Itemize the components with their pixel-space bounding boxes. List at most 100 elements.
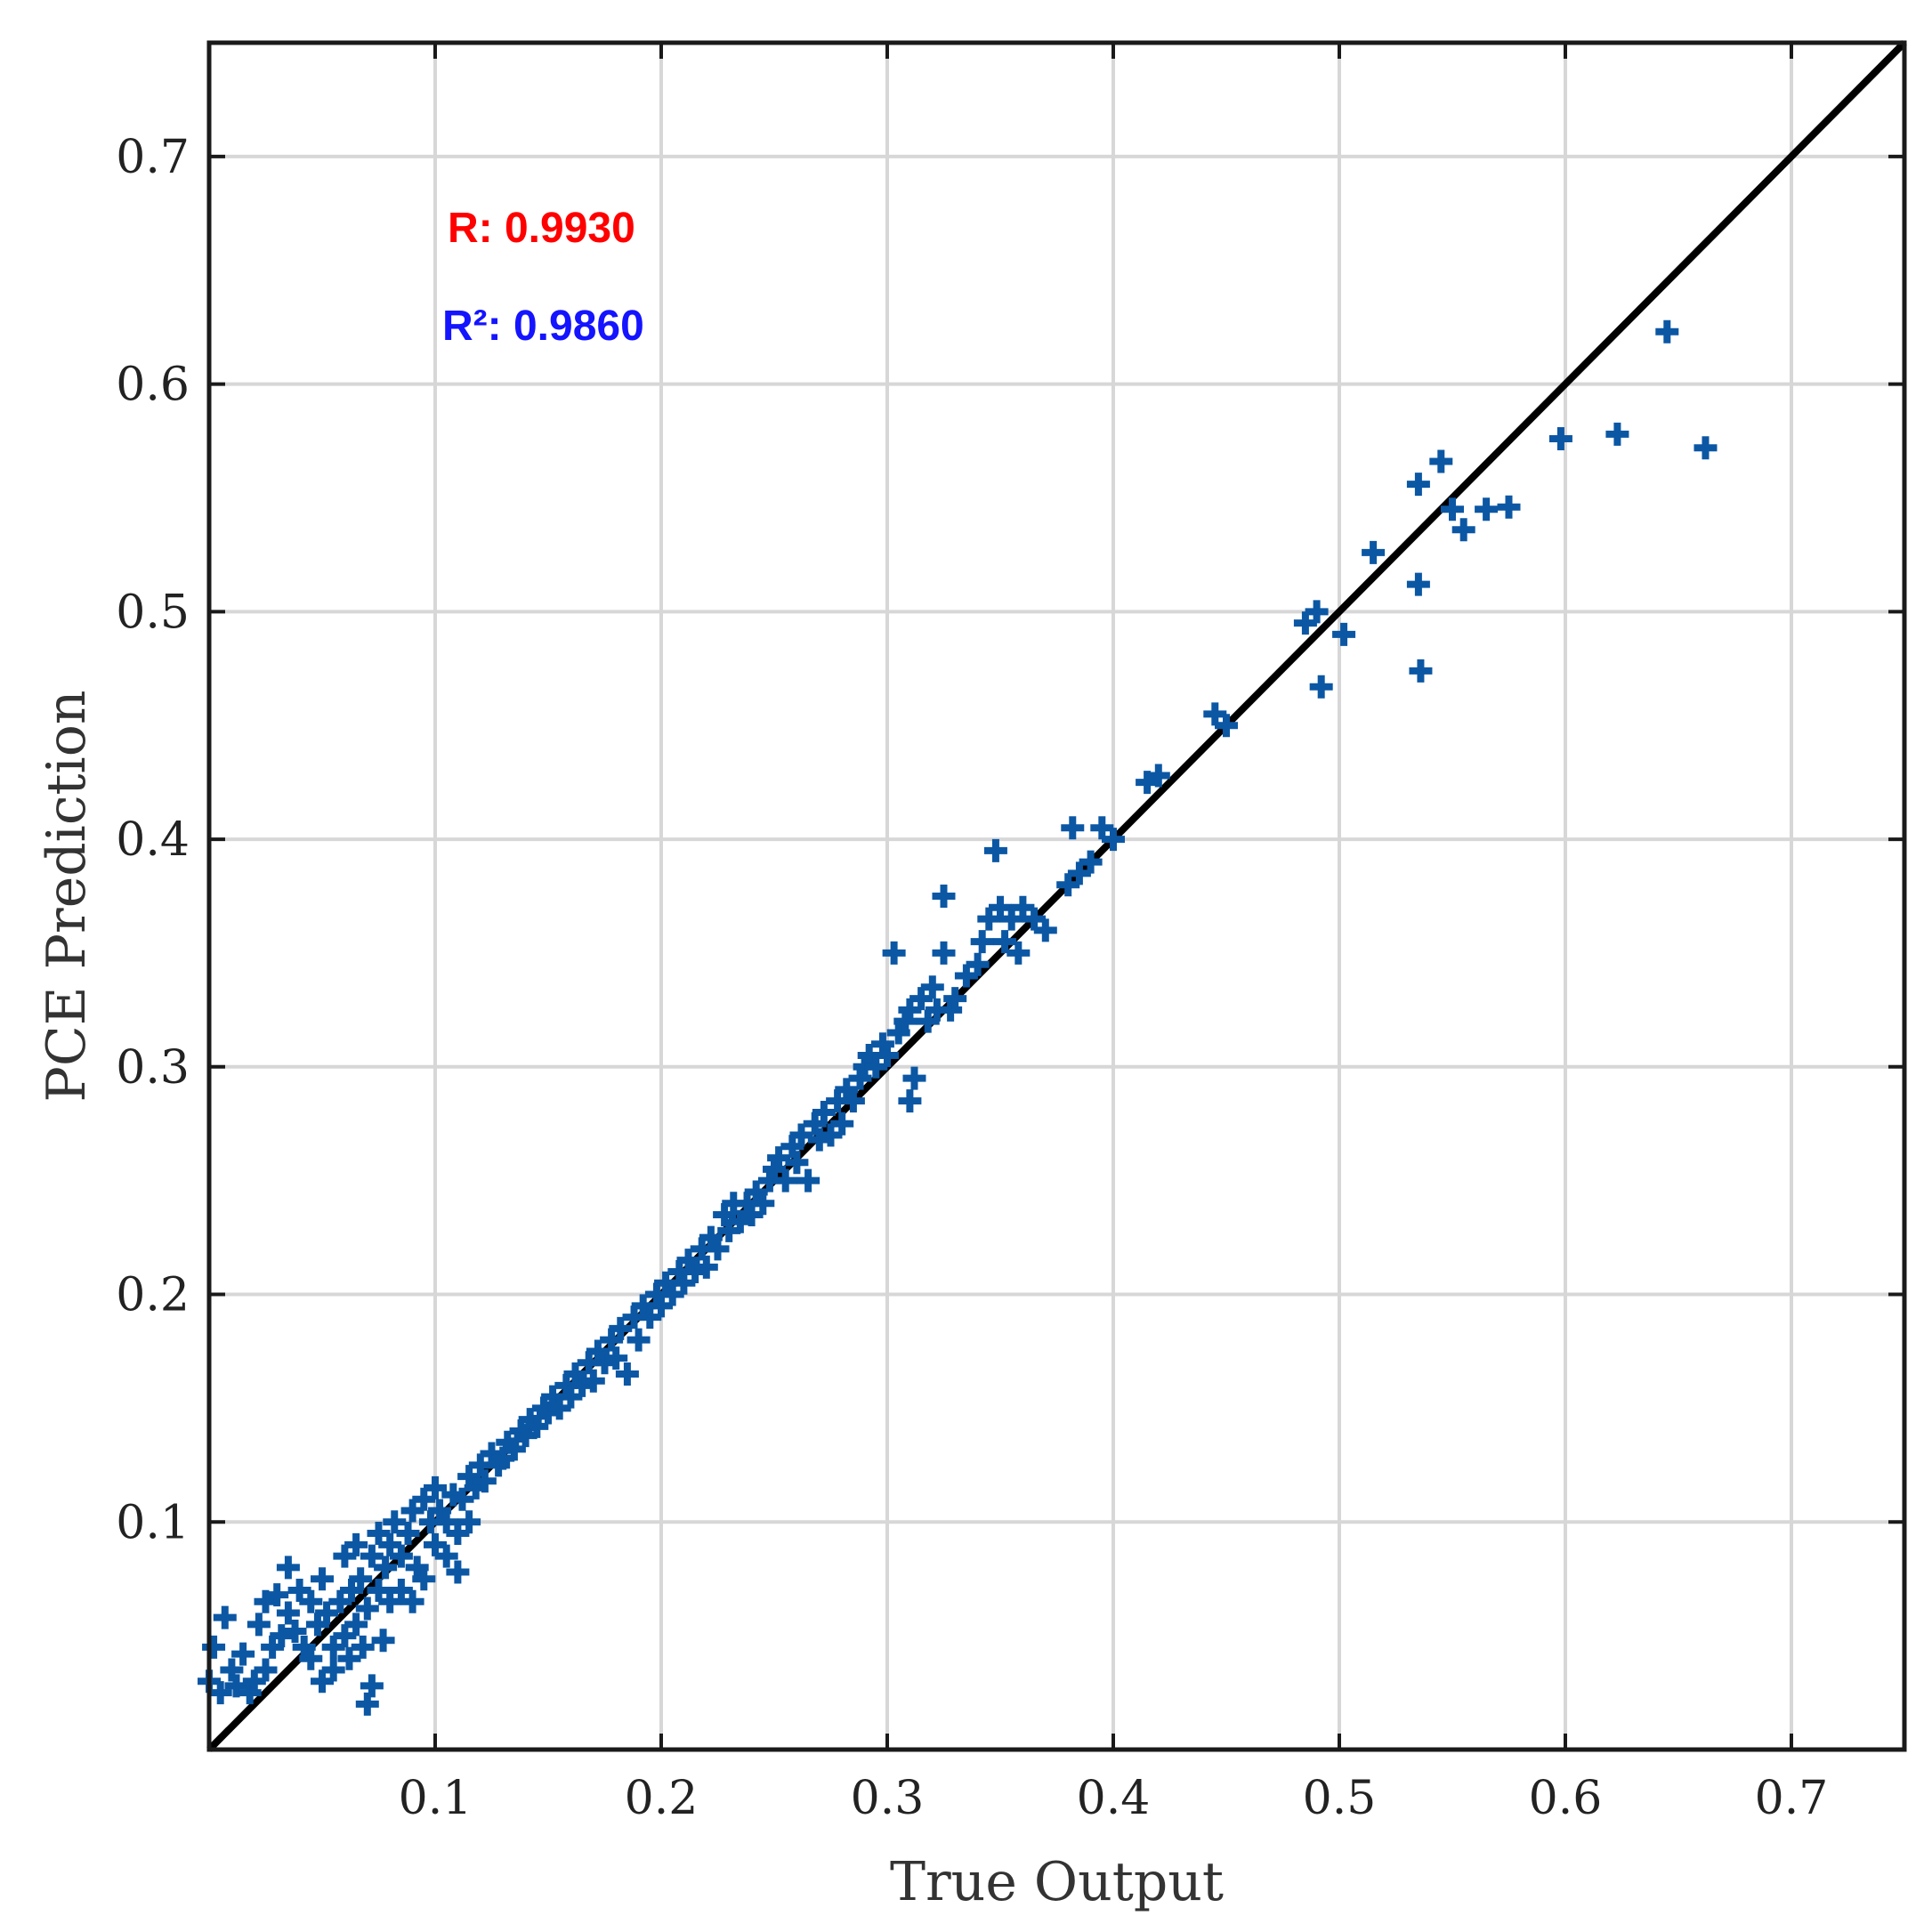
data-point-36 bbox=[351, 1635, 375, 1659]
data-point-85 bbox=[559, 1385, 583, 1409]
data-point-64 bbox=[446, 1560, 470, 1584]
x-tick-label-5: 0.6 bbox=[1529, 1772, 1603, 1825]
data-point-125 bbox=[785, 1151, 809, 1175]
x-tick-label-3: 0.4 bbox=[1077, 1772, 1151, 1825]
data-point-99 bbox=[638, 1306, 662, 1330]
data-point-150 bbox=[920, 975, 944, 999]
data-point-79 bbox=[525, 1414, 549, 1438]
data-point-165 bbox=[1011, 895, 1035, 919]
data-point-44 bbox=[374, 1556, 398, 1580]
data-point-163 bbox=[999, 907, 1023, 931]
data-point-6 bbox=[231, 1642, 255, 1666]
data-point-169 bbox=[1061, 816, 1085, 840]
data-point-186 bbox=[1429, 449, 1453, 473]
data-point-3 bbox=[213, 1605, 237, 1629]
data-point-160 bbox=[983, 838, 1007, 862]
data-point-48 bbox=[389, 1544, 413, 1568]
data-point-167 bbox=[1033, 918, 1057, 942]
x-tick-label-0: 0.1 bbox=[399, 1772, 473, 1825]
data-point-26 bbox=[321, 1635, 345, 1659]
data-point-39 bbox=[360, 1544, 384, 1568]
data-point-55 bbox=[412, 1567, 436, 1591]
data-point-164 bbox=[1006, 941, 1031, 965]
data-point-70 bbox=[473, 1469, 497, 1493]
data-point-179 bbox=[1305, 600, 1329, 624]
data-point-189 bbox=[1475, 497, 1499, 521]
data-point-49 bbox=[389, 1578, 413, 1602]
data-point-94 bbox=[609, 1316, 633, 1340]
data-point-187 bbox=[1441, 497, 1464, 521]
data-point-192 bbox=[1605, 422, 1629, 446]
data-point-60 bbox=[434, 1544, 458, 1568]
data-point-194 bbox=[1694, 436, 1718, 460]
x-tick-labels: 0.1 0.2 0.3 0.4 0.5 0.6 0.7 bbox=[399, 1772, 1829, 1825]
data-point-127 bbox=[796, 1168, 820, 1192]
data-point-148 bbox=[909, 987, 934, 1011]
data-point-147 bbox=[902, 1066, 926, 1090]
x-tick-label-6: 0.7 bbox=[1755, 1772, 1829, 1825]
data-point-20 bbox=[299, 1589, 323, 1613]
data-point-145 bbox=[898, 998, 922, 1022]
data-point-184 bbox=[1406, 572, 1430, 596]
data-point-103 bbox=[660, 1282, 684, 1306]
data-point-38 bbox=[355, 1597, 379, 1621]
data-point-75 bbox=[502, 1437, 526, 1461]
data-point-97 bbox=[626, 1328, 651, 1352]
data-point-109 bbox=[694, 1255, 718, 1279]
y-tick-labels: 0.1 0.2 0.3 0.4 0.5 0.6 0.7 bbox=[116, 131, 190, 1549]
data-point-4 bbox=[220, 1658, 244, 1682]
data-point-101 bbox=[650, 1294, 673, 1318]
data-point-130 bbox=[812, 1100, 836, 1124]
data-point-175 bbox=[1146, 764, 1170, 788]
x-tick-label-2: 0.3 bbox=[851, 1772, 925, 1825]
data-point-43 bbox=[371, 1629, 395, 1653]
y-tick-label-0: 0.1 bbox=[116, 1496, 190, 1549]
data-point-123 bbox=[773, 1168, 797, 1192]
data-point-41 bbox=[367, 1578, 391, 1602]
data-point-8 bbox=[242, 1669, 266, 1694]
data-point-63 bbox=[446, 1522, 470, 1546]
data-point-141 bbox=[876, 1044, 899, 1068]
x-axis-title: True Output bbox=[890, 1851, 1224, 1913]
data-point-61 bbox=[434, 1510, 458, 1534]
data-point-47 bbox=[383, 1510, 407, 1534]
data-point-155 bbox=[943, 987, 967, 1011]
y-tick-label-2: 0.3 bbox=[116, 1041, 190, 1095]
data-point-35 bbox=[349, 1567, 373, 1591]
data-point-172 bbox=[1090, 816, 1114, 840]
data-point-18 bbox=[287, 1578, 311, 1602]
data-point-89 bbox=[581, 1369, 605, 1393]
data-point-2 bbox=[208, 1681, 232, 1705]
r-squared-annotation: R²: 0.9860 bbox=[442, 303, 644, 350]
data-points bbox=[198, 319, 1718, 1716]
x-tick-label-1: 0.2 bbox=[625, 1772, 699, 1825]
data-point-146 bbox=[898, 1089, 922, 1113]
data-point-171 bbox=[1079, 850, 1103, 874]
data-point-166 bbox=[1023, 907, 1047, 931]
data-point-117 bbox=[740, 1203, 764, 1227]
data-point-139 bbox=[864, 1055, 888, 1079]
data-point-188 bbox=[1451, 518, 1475, 542]
data-point-37 bbox=[355, 1692, 379, 1716]
data-point-190 bbox=[1497, 495, 1521, 519]
data-point-83 bbox=[547, 1396, 571, 1420]
data-point-52 bbox=[400, 1589, 424, 1613]
data-point-46 bbox=[378, 1589, 402, 1613]
x-tick-label-4: 0.5 bbox=[1303, 1772, 1377, 1825]
data-point-42 bbox=[367, 1522, 391, 1546]
data-point-176 bbox=[1203, 702, 1227, 726]
data-point-25 bbox=[315, 1601, 339, 1625]
data-point-181 bbox=[1332, 622, 1356, 646]
data-point-122 bbox=[767, 1146, 791, 1170]
y-axis-title: PCE Prediction bbox=[36, 691, 98, 1103]
data-point-9 bbox=[247, 1613, 271, 1637]
data-point-142 bbox=[882, 941, 906, 965]
data-point-173 bbox=[1102, 828, 1125, 852]
data-point-158 bbox=[970, 930, 994, 954]
data-point-183 bbox=[1406, 473, 1430, 497]
data-point-67 bbox=[457, 1510, 481, 1534]
data-point-93 bbox=[604, 1346, 628, 1370]
data-point-45 bbox=[378, 1532, 402, 1556]
axis-ticks bbox=[209, 43, 1904, 1750]
